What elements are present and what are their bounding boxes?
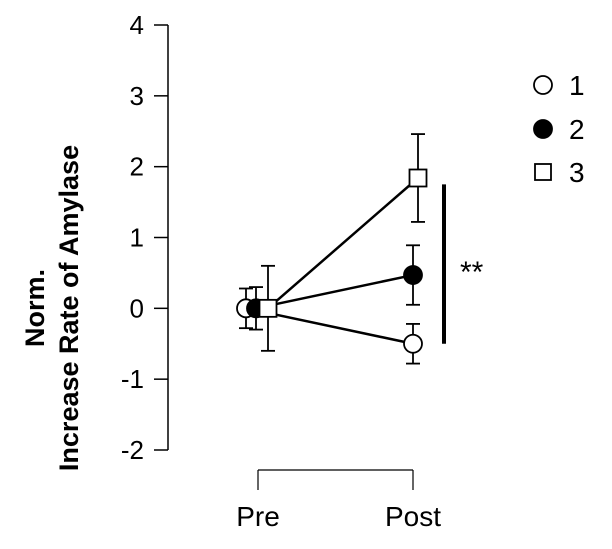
y-axis-title-line1: Norm. [20, 269, 50, 347]
data-point-square [258, 298, 278, 318]
y-tick-label: 2 [130, 152, 144, 182]
y-tick-label: 1 [130, 223, 144, 253]
y-axis-title-line2: Increase Rate of Amylase [54, 145, 84, 471]
y-tick-label: -1 [121, 364, 144, 394]
legend: 1 2 3 [533, 70, 585, 188]
series-line-3 [267, 177, 419, 310]
x-tick-label: Post [385, 501, 441, 532]
y-tick-label: 3 [130, 81, 144, 111]
x-tick-label: Pre [236, 501, 280, 532]
legend-marker-circle [533, 119, 553, 139]
data-point-square [408, 168, 428, 188]
legend-label: 2 [569, 114, 585, 145]
y-axis-title: Norm. Increase Rate of Amylase [20, 145, 84, 471]
x-axis: Pre Post [236, 469, 441, 532]
plot-area [236, 133, 428, 365]
y-axis: -2 -1 0 1 2 3 4 [121, 10, 169, 465]
series-line-2 [255, 273, 414, 310]
significance-annotation: ** [442, 184, 484, 344]
legend-marker-square [534, 163, 552, 181]
data-point-circle [403, 265, 423, 285]
data-point-circle [403, 333, 423, 354]
legend-label: 1 [569, 70, 585, 101]
significance-label: ** [460, 256, 484, 289]
legend-marker-circle [533, 75, 553, 95]
y-tick-label: 0 [130, 293, 144, 323]
legend-label: 3 [569, 157, 585, 188]
y-tick-label: 4 [130, 10, 144, 40]
y-tick-label: -2 [121, 435, 144, 465]
